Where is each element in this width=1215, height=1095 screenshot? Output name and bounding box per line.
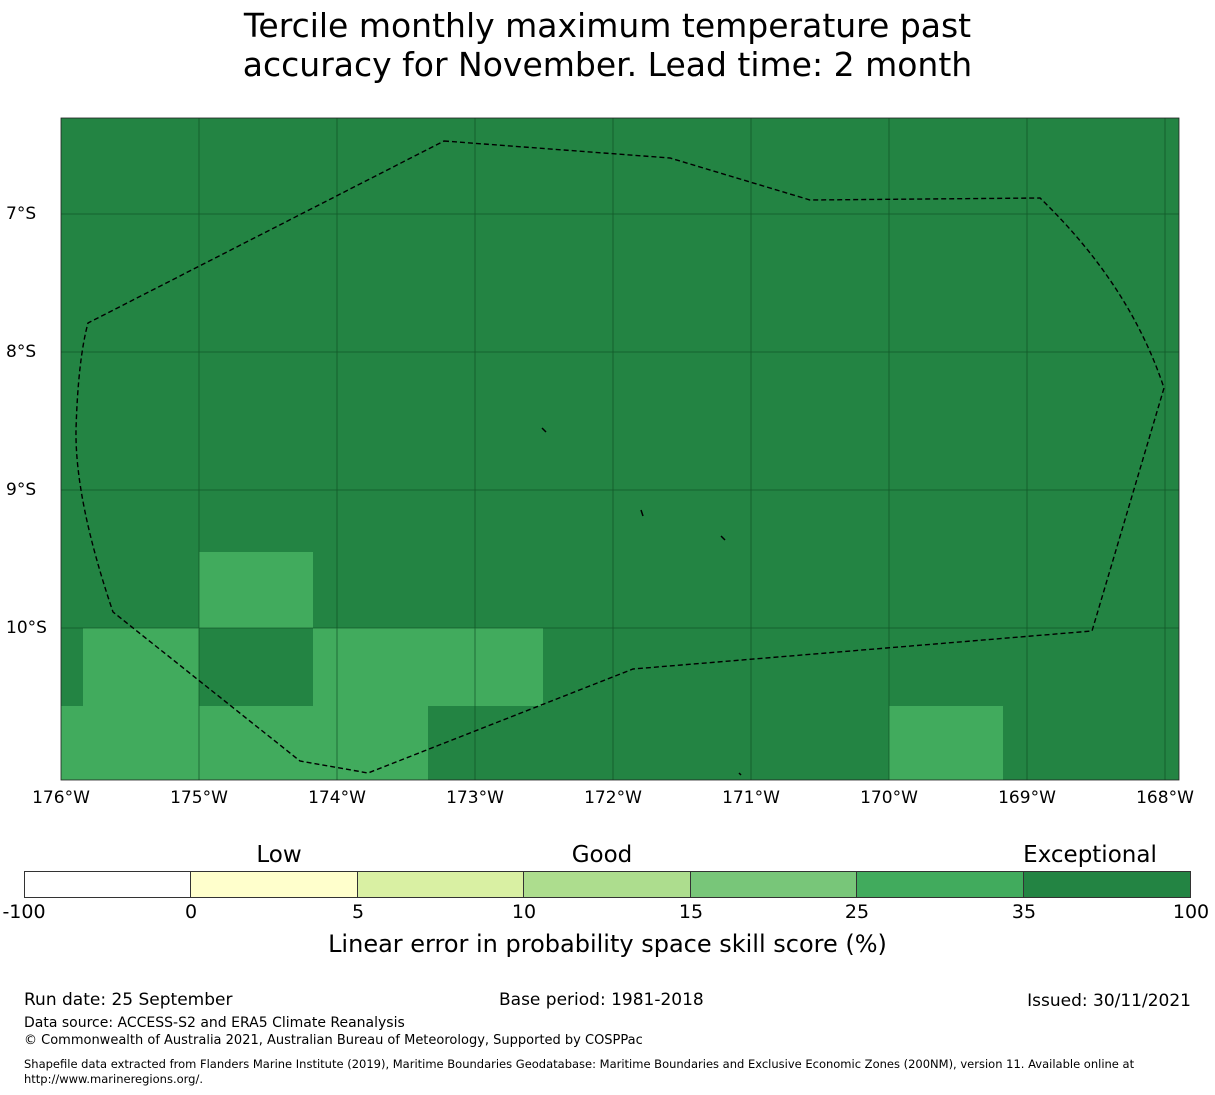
island xyxy=(541,427,547,433)
title-line-2: accuracy for November. Lead time: 2 mont… xyxy=(242,45,973,84)
lat-label: 9°S xyxy=(6,480,37,500)
colorbar-segment xyxy=(191,871,358,898)
map-background xyxy=(61,118,1179,780)
issued-date: Issued: 30/11/2021 xyxy=(1027,991,1191,1011)
island xyxy=(640,509,644,517)
colorbar-segment xyxy=(857,871,1024,898)
lon-label: 173°W xyxy=(446,788,504,808)
colorbar-segment xyxy=(1024,871,1191,898)
base-period: Base period: 1981-2018 xyxy=(499,990,704,1010)
island xyxy=(738,772,742,776)
skill-cell xyxy=(61,706,428,780)
chart-title: Tercile monthly maximum temperature past… xyxy=(0,6,1215,84)
island xyxy=(720,535,726,541)
colorbar-tick: 25 xyxy=(844,901,870,923)
eez-boundary xyxy=(75,140,1165,774)
lat-label: 7°S xyxy=(6,204,37,224)
data-source: Data source: ACCESS-S2 and ERA5 Climate … xyxy=(24,1015,405,1031)
lon-label: 172°W xyxy=(584,788,642,808)
title-line-1: Tercile monthly maximum temperature past xyxy=(243,6,972,45)
shapefile-credit-line-2: http://www.marineregions.org/. xyxy=(24,1072,203,1086)
skill-cell xyxy=(889,706,1003,780)
lon-label: 169°W xyxy=(998,788,1056,808)
run-date: Run date: 25 September xyxy=(24,990,233,1010)
colorbar-tick: 15 xyxy=(678,901,704,923)
lon-label: 175°W xyxy=(170,788,228,808)
colorbar-category-good: Good xyxy=(571,842,633,868)
colorbar-category-low: Low xyxy=(256,842,302,868)
colorbar-tick: -100 xyxy=(2,901,46,923)
colorbar-segment xyxy=(691,871,857,898)
lon-label: 174°W xyxy=(308,788,366,808)
colorbar-segment xyxy=(524,871,691,898)
lon-label: 176°W xyxy=(32,788,90,808)
lon-label: 168°W xyxy=(1136,788,1194,808)
map-frame xyxy=(60,117,1180,781)
copyright: © Commonwealth of Australia 2021, Austra… xyxy=(24,1033,643,1048)
lat-label: 10°S xyxy=(6,618,47,638)
colorbar-category-exceptional: Exceptional xyxy=(1023,842,1157,868)
lon-label: 171°W xyxy=(722,788,780,808)
colorbar-tick: 35 xyxy=(1011,901,1037,923)
lon-label: 170°W xyxy=(860,788,918,808)
colorbar-tick: 5 xyxy=(351,901,365,923)
shapefile-credit-line-1: Shapefile data extracted from Flanders M… xyxy=(24,1057,1135,1071)
colorbar-segment xyxy=(358,871,524,898)
colorbar-tick: 10 xyxy=(511,901,537,923)
colorbar-tick: 100 xyxy=(1172,901,1210,923)
skill-cell xyxy=(83,628,199,706)
skill-cell xyxy=(199,552,313,628)
colorbar-tick: 0 xyxy=(184,901,198,923)
colorbar-segment xyxy=(24,871,191,898)
colorbar-label: Linear error in probability space skill … xyxy=(328,930,887,958)
skill-cell xyxy=(313,628,543,706)
lat-label: 8°S xyxy=(6,342,37,362)
